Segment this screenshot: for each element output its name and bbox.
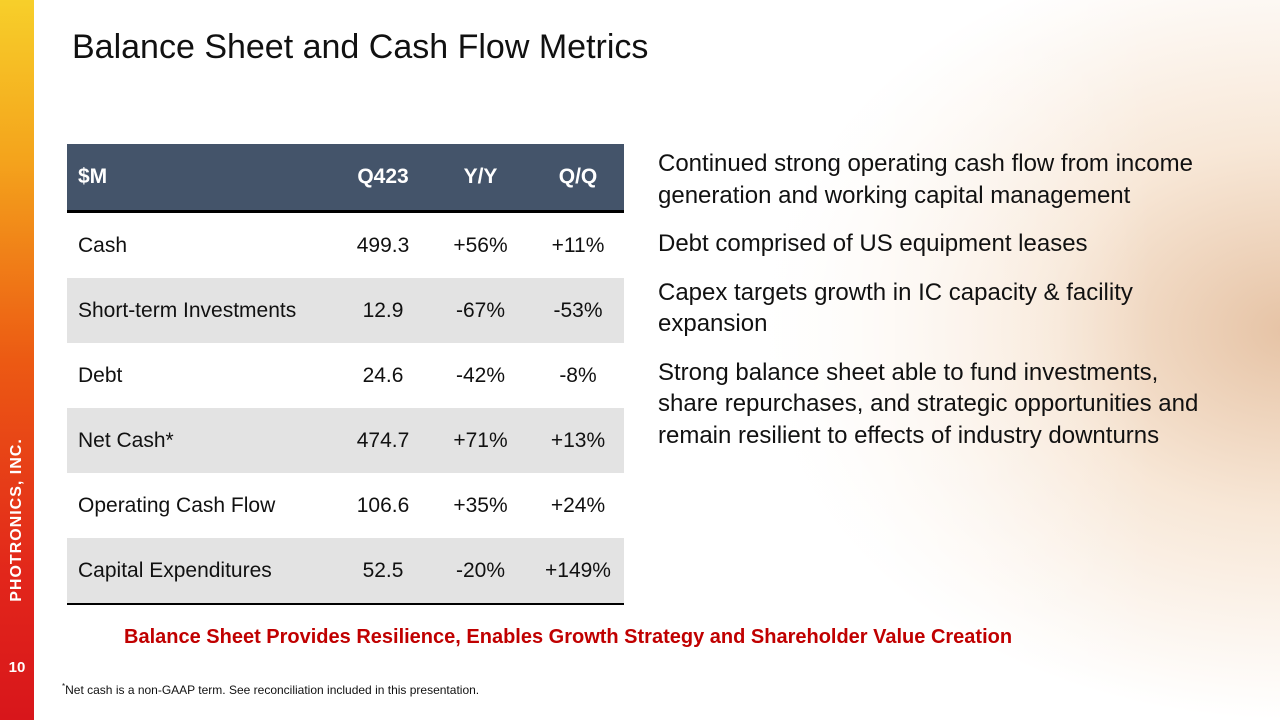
cell-q423: 499.3 [356, 233, 410, 257]
row-label: Capital Expenditures [67, 538, 337, 605]
table-row: Debt 24.6 -42% -8% [67, 343, 624, 408]
cell-qq: +24% [550, 493, 606, 517]
header-cell-q423: Q423 [337, 144, 429, 213]
table-row: Short-term Investments 12.9 -67% -53% [67, 278, 624, 343]
cell-qq: +11% [551, 233, 605, 257]
cell-yy: +35% [453, 493, 508, 517]
cell-qq: -8% [559, 363, 597, 387]
table-row: Cash 499.3 +56% +11% [67, 212, 624, 279]
cell-q423: 106.6 [356, 493, 410, 517]
table-row: Net Cash* 474.7 +71% +13% [67, 408, 624, 473]
commentary-item: Debt comprised of US equipment leases [658, 230, 1088, 257]
table-row: Operating Cash Flow 106.6 +35% +24% [67, 473, 624, 538]
metrics-table: $M Q423 Y/Y Q/Q Cash 499.3 +56% +11% Sho… [67, 144, 624, 605]
slide-title: Balance Sheet and Cash Flow Metrics [72, 28, 649, 66]
commentary-item: Strong balance sheet able to fund invest… [658, 358, 1199, 449]
cell-q423: 52.5 [337, 538, 429, 605]
cell-q423: 474.7 [337, 408, 429, 473]
commentary-list: Continued strong operating cash flow fro… [658, 148, 1218, 468]
commentary-item: Capex targets growth in IC capacity & fa… [658, 278, 1133, 338]
row-label: Short-term Investments [67, 278, 337, 343]
cell-q423: 24.6 [362, 363, 404, 387]
footnote-marker: * [62, 682, 66, 691]
cell-yy: -20% [429, 538, 532, 605]
row-label: Operating Cash Flow [78, 493, 276, 517]
cell-yy: -42% [455, 363, 506, 387]
row-label: Debt [78, 363, 123, 387]
row-label: Cash [78, 233, 128, 257]
row-label: Net Cash* [67, 408, 337, 473]
cell-qq: +13% [532, 408, 624, 473]
cell-yy: +71% [429, 408, 532, 473]
brand-name: PHOTRONICS, INC. [8, 438, 25, 602]
header-cell-unit: $M [67, 144, 337, 213]
cell-qq: +149% [532, 538, 624, 605]
cell-yy: +56% [453, 233, 508, 257]
page-number: 10 [8, 659, 26, 676]
cell-yy: -67% [429, 278, 532, 343]
tagline: Balance Sheet Provides Resilience, Enabl… [124, 626, 1013, 648]
header-cell-qq: Q/Q [532, 144, 624, 213]
footnote-text: Net cash is a non-GAAP term. See reconci… [65, 683, 480, 697]
table-row: Capital Expenditures 52.5 -20% +149% [67, 538, 624, 605]
footnote: *Net cash is a non-GAAP term. See reconc… [62, 682, 479, 697]
cell-q423: 12.9 [337, 278, 429, 343]
commentary-item: Continued strong operating cash flow fro… [658, 150, 1193, 209]
cell-qq: -53% [532, 278, 624, 343]
table-header-row: $M Q423 Y/Y Q/Q [67, 144, 624, 213]
header-cell-yy: Y/Y [429, 144, 532, 213]
brand-side-bar: PHOTRONICS, INC. 10 [0, 0, 34, 720]
